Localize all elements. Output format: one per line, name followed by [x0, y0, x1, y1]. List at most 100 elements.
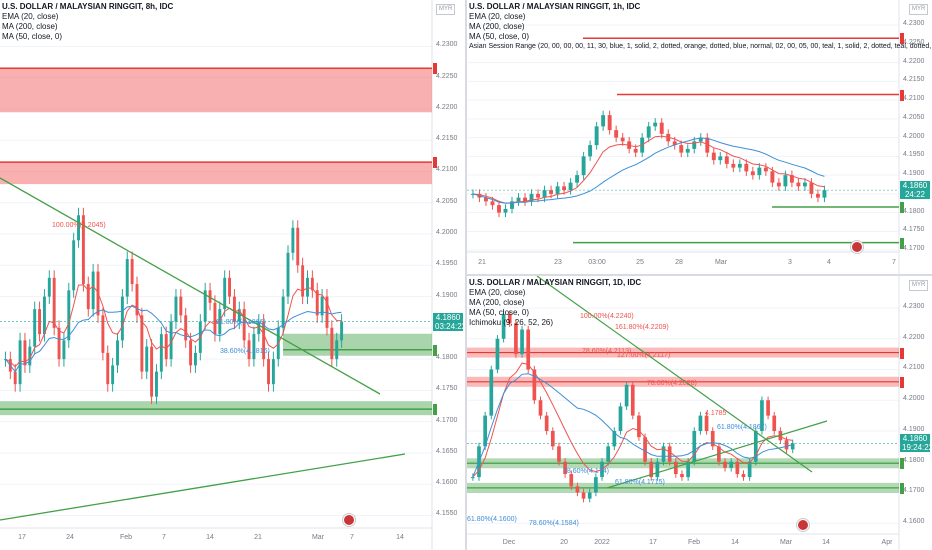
candle-down: [763, 167, 768, 172]
indicator-ema[interactable]: EMA (20, close): [469, 12, 526, 21]
candle-up: [252, 334, 256, 360]
panel-separator-horizontal: [467, 274, 932, 276]
candle-down: [213, 302, 217, 335]
currency-label[interactable]: MYR: [909, 280, 929, 291]
candle-up: [692, 141, 697, 149]
chart-canvas-1h[interactable]: [467, 0, 932, 274]
candle-down: [724, 156, 729, 164]
candle-up: [685, 148, 690, 153]
candle-up: [760, 400, 764, 431]
resistance-zone: [0, 68, 432, 113]
candle-up: [568, 182, 573, 191]
candle-down: [52, 277, 56, 328]
indicator-ma200[interactable]: MA (200, close): [2, 22, 58, 31]
candle-up: [501, 314, 506, 339]
candle-up: [271, 359, 275, 385]
ma-line: [5, 305, 342, 373]
candle-down: [523, 197, 527, 202]
candle-down: [667, 446, 672, 462]
candle-down: [130, 259, 134, 285]
candle-down: [705, 137, 710, 153]
candle-down: [637, 415, 641, 438]
candle-down: [232, 296, 236, 322]
candle-up: [802, 182, 807, 187]
candle-down: [38, 309, 42, 335]
candle-down: [679, 145, 684, 153]
candle-down: [262, 321, 266, 360]
chart-panel-1d[interactable]: U.S. DOLLAR / MALAYSIAN RINGGIT, 1D, IDC…: [467, 276, 932, 550]
candle-down: [796, 182, 801, 187]
candle-up: [320, 296, 324, 316]
chart-panel-8h[interactable]: U.S. DOLLAR / MALAYSIAN RINGGIT, 8h, IDC…: [0, 0, 465, 550]
trendline: [0, 453, 406, 521]
indicator-ema[interactable]: EMA (20, close): [2, 12, 59, 21]
ema-line: [472, 362, 793, 478]
ma-line: [472, 137, 825, 204]
indicator-ma200[interactable]: MA (200, close): [469, 298, 525, 307]
candle-up: [594, 126, 599, 146]
indicator-ma50[interactable]: MA (50, close, 0): [469, 308, 530, 317]
candle-up: [72, 240, 76, 291]
candle-up: [116, 340, 119, 366]
candle-up: [718, 156, 723, 161]
candle-down: [325, 296, 329, 328]
candle-up: [489, 369, 494, 416]
candle-down: [86, 284, 90, 310]
candle-up: [747, 461, 752, 478]
candle-up: [286, 252, 290, 297]
chart-panel-1h[interactable]: U.S. DOLLAR / MALAYSIAN RINGGIT, 1h, IDC…: [467, 0, 932, 274]
candle-up: [257, 321, 261, 335]
indicator-ichimoku[interactable]: Ichimoku (9, 26, 52, 26): [469, 318, 554, 327]
chart-legend: U.S. DOLLAR / MALAYSIAN RINGGIT, 8h, IDC…: [2, 2, 173, 42]
indicator-ma50[interactable]: MA (50, close, 0): [2, 32, 63, 41]
candle-up: [193, 352, 197, 366]
candle-down: [484, 197, 488, 202]
candle-up: [661, 446, 666, 462]
candle-down: [497, 205, 501, 213]
candle-up: [155, 371, 158, 397]
ma-line: [472, 373, 793, 478]
candle-down: [301, 265, 305, 297]
currency-label[interactable]: MYR: [436, 4, 456, 15]
candle-down: [189, 340, 193, 366]
candle-up: [91, 271, 95, 310]
indicator-asian-session[interactable]: Asian Session Range (20, 00, 00, 00, 11,…: [469, 43, 932, 50]
candle-down: [228, 277, 232, 297]
candle-down: [532, 369, 537, 401]
candle-down: [620, 137, 625, 142]
chart-canvas-1d[interactable]: [467, 276, 932, 550]
candle-down: [723, 461, 727, 468]
indicator-ema[interactable]: EMA (20, close): [469, 288, 526, 297]
chart-legend: U.S. DOLLAR / MALAYSIAN RINGGIT, 1D, IDC…: [469, 278, 641, 328]
candle-up: [471, 477, 475, 479]
candle-down: [267, 359, 270, 385]
candle-down: [315, 290, 319, 316]
candle-down: [784, 440, 789, 450]
candle-down: [557, 446, 561, 462]
candle-down: [179, 296, 183, 316]
candle-up: [612, 430, 617, 447]
candle-down: [776, 182, 781, 187]
candle-down: [526, 329, 531, 370]
indicator-ma50[interactable]: MA (50, close, 0): [469, 32, 530, 41]
candle-up: [757, 167, 762, 176]
candle-down: [789, 175, 794, 183]
indicator-ma200[interactable]: MA (200, close): [469, 22, 525, 31]
candle-up: [77, 215, 80, 241]
candle-up: [306, 277, 309, 297]
panel-separator-vertical: [465, 0, 467, 550]
candle-down: [659, 122, 664, 134]
chart-canvas-8h[interactable]: [0, 0, 465, 550]
candle-up: [588, 145, 593, 157]
candle-up: [606, 446, 611, 462]
candle-down: [633, 148, 638, 153]
candle-down: [680, 474, 684, 478]
candle-down: [649, 461, 654, 478]
candle-up: [223, 277, 227, 310]
candle-up: [111, 365, 115, 385]
candle-down: [581, 492, 586, 499]
candle-down: [766, 400, 770, 416]
candle-up: [686, 461, 690, 478]
candle-down: [310, 277, 314, 291]
currency-label[interactable]: MYR: [909, 4, 929, 15]
